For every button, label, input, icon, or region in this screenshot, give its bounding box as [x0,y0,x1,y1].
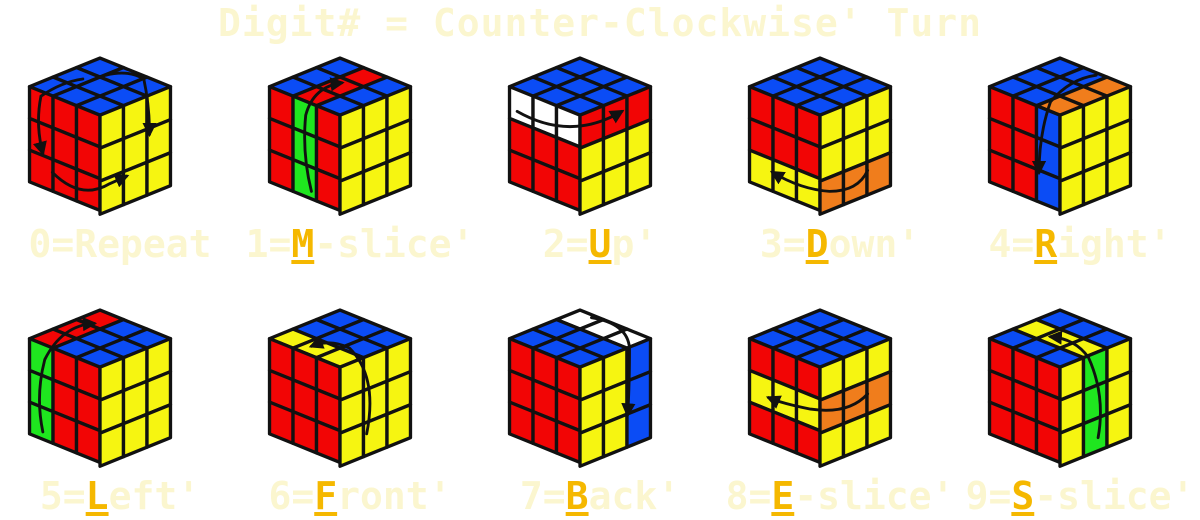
move-cell-2: 2=Up' [480,0,720,266]
caption-key-letter: R [1034,222,1058,266]
caption-prefix: 7= [519,474,566,518]
right-face-sticker [1058,422,1086,468]
right-face-sticker [338,422,366,468]
turn-arrow-icon [1047,330,1102,440]
right-face-sticker [145,402,173,449]
move-cell-4: 4=Right' [960,0,1200,266]
move-caption: 9=S-slice' [960,474,1200,518]
caption-prefix: 1= [245,222,292,266]
right-face-sticker [625,150,653,197]
caption-key-letter: M [291,222,315,266]
right-face-sticker [601,412,629,459]
right-face-sticker [121,412,149,459]
right-face-sticker [338,170,366,216]
right-face-sticker [1105,402,1133,449]
turn-arrow-icon [1031,73,1098,176]
move-caption: 2=Up' [480,222,720,266]
turn-arrow-icon [104,71,157,138]
turn-arrow-icon [33,77,85,157]
caption-prefix: 3= [759,222,806,266]
right-face-sticker [1105,150,1133,197]
right-face-sticker [818,170,846,216]
caption-key-letter: B [565,474,589,518]
move-cell-7: 7=Back' [480,252,720,518]
right-face-sticker [578,422,606,468]
caption-key-letter: U [588,222,612,266]
right-face-sticker [625,402,653,449]
right-face-sticker [1081,160,1109,207]
caption-prefix: 2= [542,222,589,266]
right-face-sticker [865,150,893,197]
move-cell-1: 1=M-slice' [240,0,480,266]
right-face-sticker [361,412,389,459]
right-face-sticker [865,402,893,449]
right-face-sticker [1081,412,1109,459]
right-face-sticker [578,170,606,216]
right-face-sticker [145,150,173,197]
move-caption: 4=Right' [960,222,1200,266]
caption-prefix: 9= [965,474,1012,518]
move-caption: 0=Repeat [0,222,240,266]
caption-suffix: p' [611,222,658,266]
right-face-sticker [385,402,413,449]
cube-illustration [507,56,653,216]
move-cell-6: 6=Front' [240,252,480,518]
turn-arrow-icon [38,316,98,434]
move-caption: 5=Left' [0,474,240,518]
move-caption: 3=Down' [720,222,960,266]
caption-prefix: 8= [725,474,772,518]
caption-key-letter: D [805,222,829,266]
right-face-sticker [98,422,126,468]
cube-illustration [267,308,413,468]
caption-prefix: 0=Repeat [28,222,212,266]
turn-arrow-icon [765,392,870,412]
cube-illustration [267,56,413,216]
right-face-sticker [1058,170,1086,216]
caption-key-letter: F [314,474,338,518]
cube-illustration [27,308,173,468]
caption-prefix: 4= [988,222,1035,266]
caption-prefix: 5= [39,474,86,518]
caption-suffix: ight' [1057,222,1172,266]
caption-suffix: -slice' [1034,474,1195,518]
caption-prefix: 6= [268,474,315,518]
caption-key-letter: L [85,474,109,518]
turn-arrow-icon [590,316,636,418]
caption-suffix: -slice' [314,222,475,266]
cube-illustration [987,56,1133,216]
turn-arrow-icon [50,170,130,192]
caption-suffix: own' [828,222,921,266]
turn-arrow-icon [515,109,625,128]
move-cell-0: 0=Repeat [0,0,240,266]
move-caption: 7=Back' [480,474,720,518]
caption-key-letter: E [771,474,795,518]
move-cell-3: 3=Down' [720,0,960,266]
cube-illustration [987,308,1133,468]
turn-arrow-icon [308,335,372,436]
right-face-sticker [601,160,629,207]
cube-illustration [27,56,173,216]
turn-arrow-icon [769,169,870,193]
move-cell-5: 5=Left' [0,252,240,518]
right-face-sticker [818,422,846,468]
right-face-sticker [385,150,413,197]
caption-suffix: -slice' [794,474,955,518]
cube-illustration [747,56,893,216]
move-caption: 8=E-slice' [720,474,960,518]
cube-illustration [747,308,893,468]
caption-key-letter: S [1011,474,1035,518]
page-title: Digit# = Counter-Clockwise' Turn [217,1,983,45]
move-cell-9: 9=S-slice' [960,252,1200,518]
cube-illustration [507,308,653,468]
move-caption: 6=Front' [240,474,480,518]
caption-suffix: ack' [588,474,681,518]
move-cell-8: 8=E-slice' [720,252,960,518]
caption-suffix: eft' [108,474,201,518]
caption-suffix: ront' [337,474,452,518]
turn-arrow-icon [303,77,345,193]
right-face-sticker [361,160,389,207]
move-caption: 1=M-slice' [240,222,480,266]
right-face-sticker [841,412,869,459]
right-face-sticker [121,160,149,207]
